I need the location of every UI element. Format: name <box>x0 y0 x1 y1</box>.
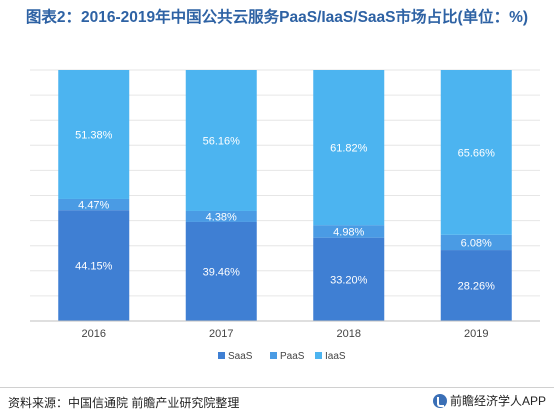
stacked-bar-chart: 44.15% 4.47% 51.38% 39.46% 4.38% 56.16% 33.20%… <box>30 69 540 362</box>
source-text: 资料来源：中国信通院 前瞻产业研究院整理 <box>8 396 240 410</box>
data-label-saas-2017: 39.46% <box>203 266 241 278</box>
brand: 前瞻经济学人APP <box>432 392 546 409</box>
legend: SaaS PaaS IaaS <box>218 351 346 362</box>
bars <box>58 70 512 321</box>
data-label-paas-2017: 4.38% <box>206 211 237 223</box>
legend-swatch-saas <box>218 352 225 359</box>
legend-label-paas: PaaS <box>280 351 305 362</box>
data-label-iaas-2017: 56.16% <box>203 135 241 147</box>
data-label-paas-2018: 4.98% <box>333 226 364 238</box>
data-labels: 44.15% 4.47% 51.38% 39.46% 4.38% 56.16% 33.20%… <box>75 129 495 292</box>
bar-saas-2016 <box>58 210 130 321</box>
chart-title: 图表2：2016-2019年中国公共云服务PaaS/IaaS/SaaS市场占比(… <box>25 9 529 26</box>
bar-paas-2018 <box>313 225 385 238</box>
data-label-paas-2016: 4.47% <box>78 200 109 212</box>
bar-saas-2019 <box>440 250 512 321</box>
data-label-iaas-2018: 61.82% <box>330 143 368 155</box>
brand-logo-icon <box>432 393 447 408</box>
bar-iaas-2017 <box>185 70 257 211</box>
data-label-iaas-2016: 51.38% <box>75 129 113 141</box>
bar-iaas-2016 <box>58 70 130 199</box>
legend-label-saas: SaaS <box>228 351 253 362</box>
bar-paas-2017 <box>185 210 257 222</box>
bar-paas-2016 <box>58 198 130 211</box>
legend-swatch-paas <box>270 352 277 359</box>
x-tick-label-2016: 2016 <box>82 328 106 340</box>
bar-iaas-2019 <box>440 70 512 235</box>
x-tick-label-2019: 2019 <box>464 328 488 340</box>
legend-label-iaas: IaaS <box>325 351 346 362</box>
brand-name: 前瞻经济学人APP <box>449 394 546 408</box>
legend-swatch-iaas <box>315 352 322 359</box>
x-axis: 2016 2017 2018 2019 <box>30 320 540 340</box>
data-label-paas-2019: 6.08% <box>461 237 492 249</box>
bar-iaas-2018 <box>313 70 385 226</box>
data-label-saas-2019: 28.26% <box>458 281 496 293</box>
x-tick-label-2017: 2017 <box>209 328 233 340</box>
bar-paas-2019 <box>440 234 512 251</box>
data-label-iaas-2019: 65.66% <box>458 147 496 159</box>
bar-saas-2017 <box>185 221 257 321</box>
data-label-saas-2016: 44.15% <box>75 261 113 273</box>
bar-saas-2018 <box>313 237 385 321</box>
x-tick-label-2018: 2018 <box>337 328 361 340</box>
data-label-saas-2018: 33.20% <box>330 274 368 286</box>
footer: 资料来源：中国信通院 前瞻产业研究院整理 前瞻经济学人APP <box>0 387 554 417</box>
